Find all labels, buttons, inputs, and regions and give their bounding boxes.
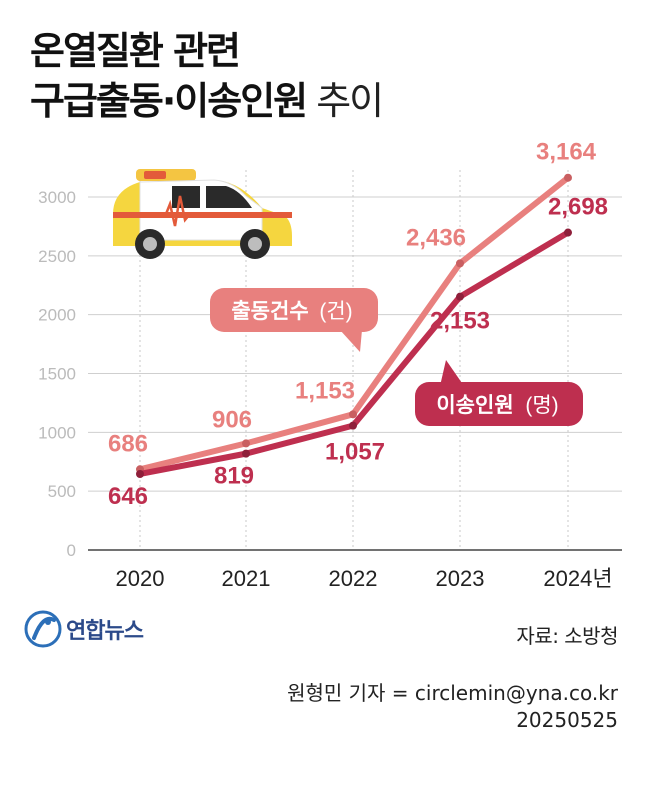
data-point <box>564 228 572 237</box>
data-label: 646 <box>108 483 148 510</box>
chart-title: 온열질환 관련 구급출동·이송인원 추이 <box>30 26 384 126</box>
y-tick-label: 2000 <box>38 306 76 325</box>
data-point <box>136 469 144 478</box>
y-tick-label: 500 <box>48 482 76 501</box>
ambulance-icon <box>113 169 292 259</box>
x-tick-label: 2022 <box>329 566 378 591</box>
source-note: 자료: 소방청 <box>516 624 618 648</box>
legend-transport: 이송인원 (명) <box>415 360 583 426</box>
data-label: 1,057 <box>325 439 385 466</box>
y-tick-label: 1000 <box>38 423 76 442</box>
x-tick-label: 2023 <box>436 566 485 591</box>
legend-dispatch-unit: (건) <box>319 300 352 323</box>
x-drop-lines <box>139 170 569 550</box>
legend-dispatch: 출동건수 (건) <box>210 288 378 352</box>
series-layer <box>136 173 572 478</box>
data-point <box>242 439 250 448</box>
yonhap-logo: 연합뉴스 <box>24 610 144 648</box>
reporter-credit: 원형민 기자 = circlemin@yna.co.kr <box>287 681 618 705</box>
data-label: 2,153 <box>430 308 490 335</box>
credit-block: 원형민 기자 = circlemin@yna.co.kr 20250525 <box>287 680 618 734</box>
publish-date: 20250525 <box>516 708 618 732</box>
title-line-2: 구급출동·이송인원 추이 <box>30 76 384 126</box>
data-label: 3,164 <box>536 139 597 166</box>
x-tick-label: 2021 <box>222 566 271 591</box>
data-label: 1,153 <box>295 377 355 404</box>
data-labels-layer: 686 906 1,153 2,436 3,164 646 819 1,057 2,153 2,6… <box>108 139 608 510</box>
y-tick-label: 1500 <box>38 365 76 384</box>
x-tick-label: 2020 <box>116 566 165 591</box>
title-line-1: 온열질환 관련 <box>30 29 241 73</box>
data-point <box>242 449 250 458</box>
legend-transport-unit: (명) <box>525 394 558 417</box>
data-label: 2,436 <box>406 224 466 251</box>
data-label: 2,698 <box>548 194 608 221</box>
data-label: 819 <box>214 463 254 490</box>
title-line-2-suffix: 추이 <box>306 79 384 123</box>
x-axis-ticks: 2020 2021 2022 2023 2024년 <box>116 566 613 591</box>
y-tick-label: 3000 <box>38 188 76 207</box>
y-tick-label: 2500 <box>38 247 76 266</box>
data-point <box>349 421 357 430</box>
yonhap-logo-text: 연합뉴스 <box>66 619 144 644</box>
data-label: 686 <box>108 430 148 457</box>
y-tick-label: 0 <box>67 541 76 560</box>
data-point <box>564 173 572 182</box>
legend-dispatch-name: 출동건수 <box>231 300 308 323</box>
data-point <box>456 292 464 301</box>
data-point <box>456 259 464 268</box>
x-tick-label: 2024년 <box>543 566 612 591</box>
data-label: 906 <box>212 406 252 433</box>
legend-transport-name: 이송인원 <box>436 394 513 417</box>
data-point <box>349 410 357 419</box>
y-axis-ticks: 0 500 1000 1500 2000 2500 3000 <box>38 188 76 560</box>
yonhap-logo-icon <box>24 610 62 648</box>
title-line-2-bold: 구급출동·이송인원 <box>30 79 308 123</box>
